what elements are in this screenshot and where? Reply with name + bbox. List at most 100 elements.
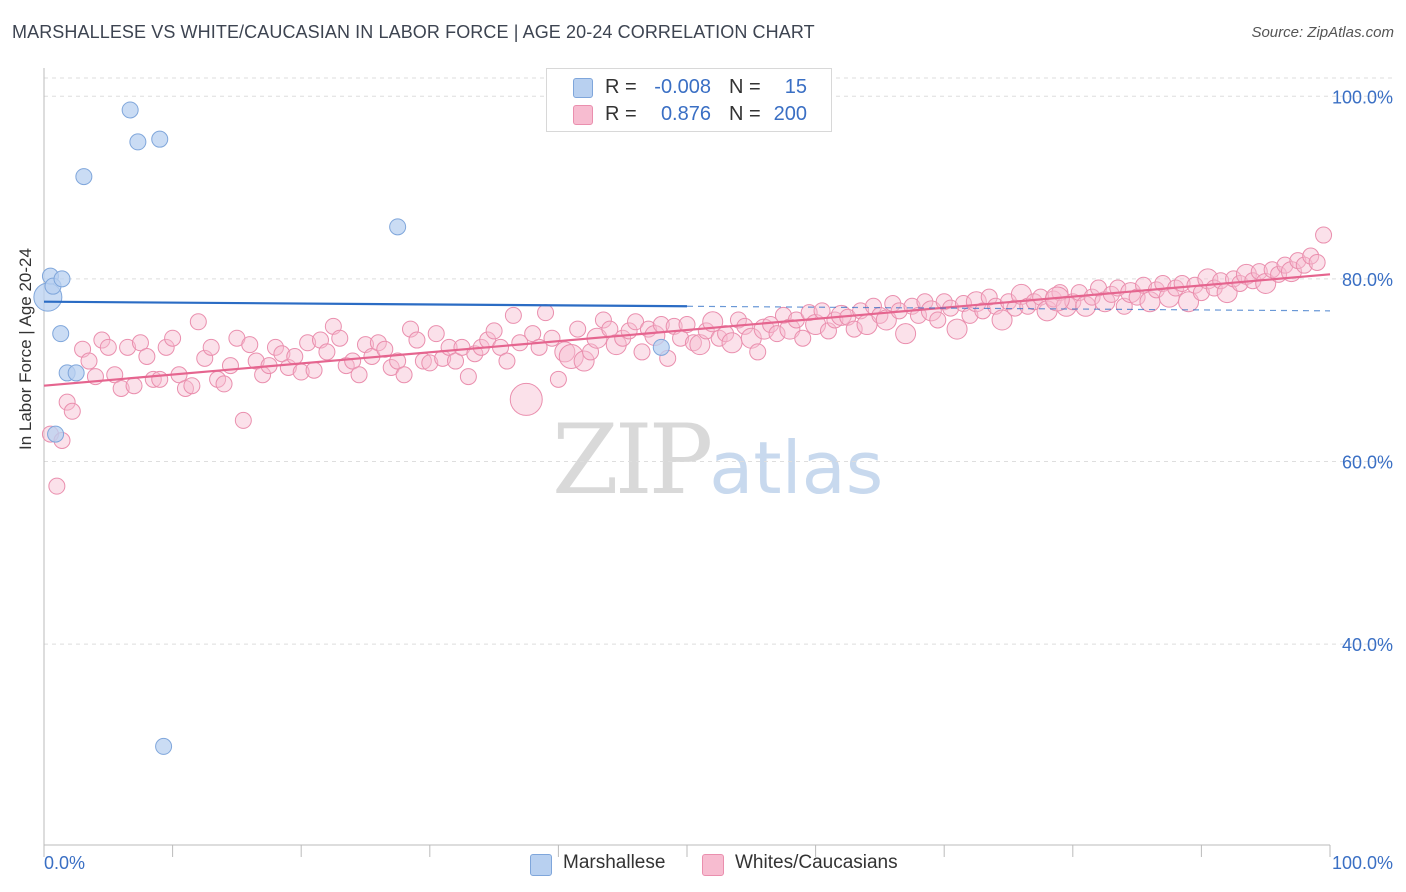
whites-point (93, 331, 111, 349)
whites-point (344, 352, 362, 370)
whites-point (920, 300, 942, 322)
watermark-atlas: atlas (709, 426, 884, 510)
whites-point (1295, 256, 1313, 274)
whites-point (63, 402, 81, 420)
whites-point (509, 382, 543, 416)
whites-point (558, 343, 584, 369)
watermark-zip: ZIP (552, 404, 713, 516)
whites-point (183, 377, 201, 395)
whites-trend-line (43, 273, 1331, 387)
watermark: ZIPatlas (552, 404, 883, 516)
whites-point (189, 313, 207, 331)
marshallese-point (389, 218, 407, 236)
whites-point (554, 341, 576, 363)
whites-point (569, 320, 587, 338)
legend-swatch-pink (573, 105, 593, 125)
whites-point (350, 366, 368, 384)
whites-point (131, 334, 149, 352)
whites-point (286, 347, 304, 365)
marshallese-point (121, 101, 139, 119)
whites-point (305, 361, 323, 379)
legend-r-value: 0.876 (660, 103, 711, 125)
whites-point (382, 358, 400, 376)
whites-point (895, 323, 917, 345)
whites-point (234, 411, 252, 429)
y-tick-label: 40.0% (1342, 635, 1393, 655)
whites-point (537, 304, 555, 322)
legend-swatch-blue (573, 78, 593, 98)
whites-point (1276, 256, 1294, 274)
marshallese-trend-extension (686, 305, 1331, 312)
whites-point (196, 349, 214, 367)
whites-point (594, 311, 612, 329)
whites-point (369, 334, 387, 352)
bottom-legend-swatch-pink (702, 854, 724, 876)
whites-point (402, 320, 420, 338)
whites-point (318, 343, 336, 361)
bottom-legend-label: Whites/Caucasians (735, 852, 898, 873)
whites-point (627, 313, 645, 331)
whites-point (929, 311, 947, 329)
whites-point (678, 316, 696, 334)
marshallese-trend-line (43, 300, 688, 308)
whites-point (498, 352, 516, 370)
whites-point (684, 334, 702, 352)
marshallese-point (652, 338, 670, 356)
whites-point (1315, 226, 1333, 244)
x-tick-label: 100.0% (1332, 853, 1393, 873)
legend-r-value: -0.008 (654, 76, 711, 98)
legend-row-whites: R = 0.876 N = 200 (547, 101, 831, 127)
whites-point (800, 304, 818, 322)
bottom-legend-swatch-blue (530, 854, 552, 876)
whites-point (768, 325, 786, 343)
legend-r-label: R = (605, 103, 637, 125)
whites-point (241, 336, 259, 354)
whites-point (573, 350, 595, 372)
whites-point (1308, 253, 1326, 271)
marshallese-point (129, 133, 147, 151)
whites-point (633, 343, 651, 361)
whites-point (605, 334, 627, 356)
whites-point (421, 354, 439, 372)
whites-point (459, 368, 477, 386)
x-tick-label: 0.0% (44, 853, 85, 873)
whites-point (125, 377, 143, 395)
whites-point (80, 352, 98, 370)
whites-point (119, 338, 137, 356)
whites-point (819, 322, 837, 340)
whites-point (543, 329, 561, 347)
whites-point (408, 331, 426, 349)
whites-point (273, 345, 291, 363)
whites-point (935, 293, 953, 311)
source-credit: Source: ZipAtlas.com (1251, 24, 1394, 41)
whites-point (504, 306, 522, 324)
whites-point (1083, 288, 1101, 306)
legend-n-value: 15 (784, 76, 807, 98)
whites-point (58, 393, 76, 411)
y-tick-label: 100.0% (1332, 87, 1393, 107)
whites-point (427, 325, 445, 343)
whites-point (946, 318, 968, 340)
marshallese-point (151, 130, 169, 148)
whites-point (549, 370, 567, 388)
bottom-legend-label: Marshallese (563, 852, 666, 873)
whites-point (151, 370, 169, 388)
marshallese-point (53, 270, 71, 288)
marshallese-point (75, 168, 93, 186)
legend-r-label: R = (605, 76, 637, 98)
whites-point (749, 343, 767, 361)
legend-row-marshallese: R = -0.008 N = 15 (547, 74, 831, 100)
marshallese-point (67, 364, 85, 382)
whites-point (980, 288, 998, 306)
whites-point (202, 338, 220, 356)
whites-point (447, 352, 465, 370)
whites-point (266, 338, 284, 356)
whites-point (721, 332, 743, 354)
whites-point (1178, 291, 1200, 313)
whites-point (1302, 247, 1320, 265)
whites-point (485, 322, 503, 340)
whites-point (221, 357, 239, 375)
whites-point (875, 309, 897, 331)
marshallese-point (155, 737, 173, 755)
